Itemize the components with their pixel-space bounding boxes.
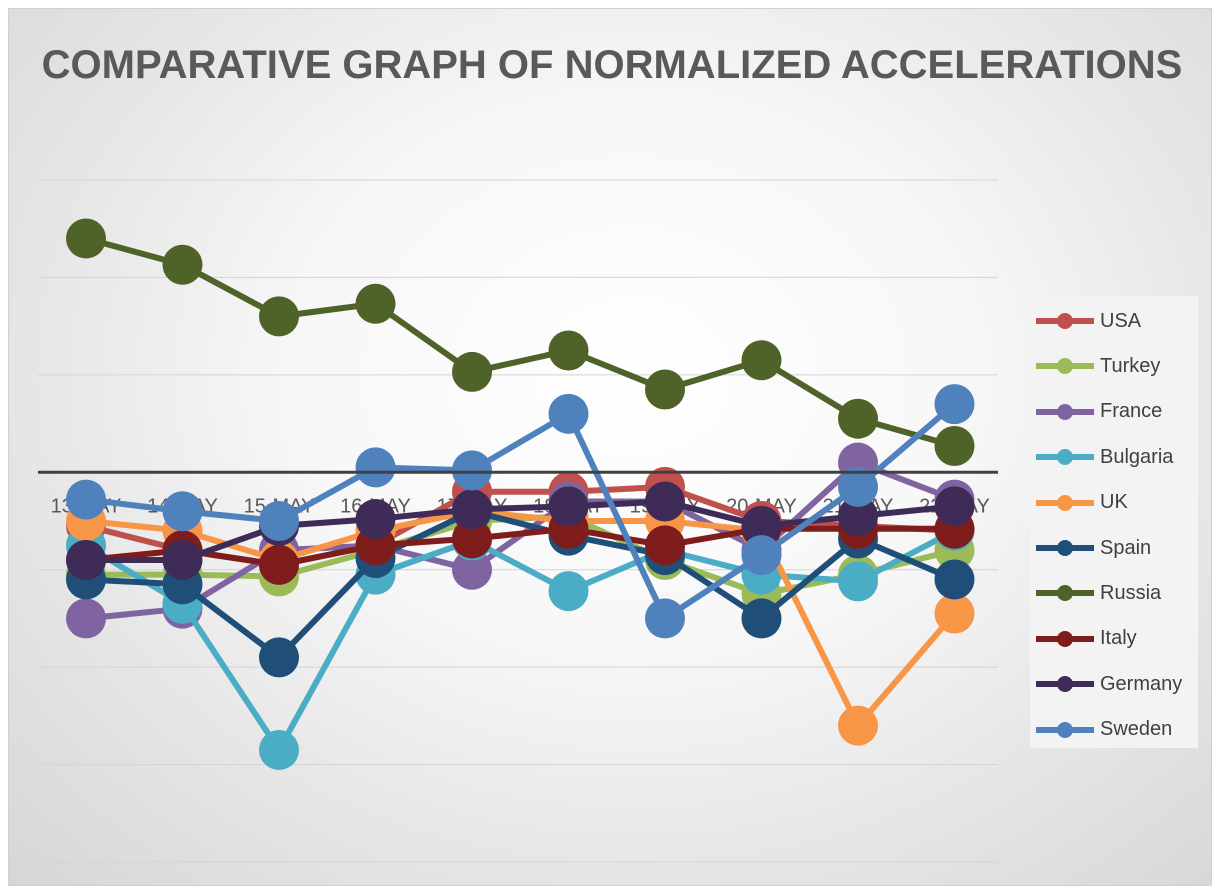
data-point [548,571,589,612]
legend-swatch [1036,449,1094,466]
legend-marker [1057,494,1073,511]
data-point [934,384,975,425]
data-point [548,330,589,371]
data-point [259,729,299,770]
data-point [355,283,396,324]
data-point [838,466,878,507]
legend-label: Italy [1100,627,1137,650]
legend-label: USA [1100,309,1142,332]
legend-label: France [1100,400,1163,423]
data-point [934,593,975,634]
data-point [645,525,685,566]
chart-area [8,8,1212,886]
data-point [259,501,299,541]
data-point [934,425,975,466]
data-point [741,535,782,576]
data-point [838,705,878,746]
legend-item: Spain [1034,533,1151,563]
legend-item: Sweden [1034,715,1172,745]
data-point [452,549,492,590]
data-point [838,398,878,439]
legend-label: Russia [1100,581,1162,604]
data-point [66,598,106,639]
legend-swatch [1036,540,1094,556]
data-point [934,486,975,527]
legend-swatch [1036,630,1094,647]
data-point [548,393,589,434]
legend-marker [1057,585,1073,602]
legend-label: Sweden [1100,718,1173,741]
legend-item: Italy [1034,624,1137,654]
legend-swatch [1036,313,1094,329]
legend-item: Bulgaria [1034,442,1173,472]
data-point [838,561,878,602]
legend-label: UK [1100,491,1128,514]
data-point [355,499,396,540]
data-point [162,244,203,285]
data-point [66,479,106,520]
legend-item: Germany [1034,669,1182,699]
series-sweden [66,384,975,639]
legend-marker [1057,449,1073,466]
legend-item: France [1034,397,1162,427]
series-line [85,401,957,622]
data-point [259,296,299,337]
data-point [645,369,685,410]
data-point [66,218,106,259]
legend-label: Turkey [1100,354,1161,377]
chart-title: COMPARATIVE GRAPH OF NORMALIZED ACCELERA… [41,43,1183,87]
legend-label: Spain [1100,536,1152,559]
data-point [838,496,878,537]
legend-marker [1057,676,1073,693]
legend-item: Russia [1034,578,1161,608]
data-point [741,598,782,639]
legend-marker [1057,403,1073,420]
series-line [85,525,955,568]
data-point [452,450,492,491]
legend-item: USA [1034,306,1141,336]
legend-swatch [1036,676,1094,693]
legend-swatch [1036,403,1094,420]
legend-swatch [1036,721,1094,738]
data-point [741,340,782,381]
data-point [452,518,492,559]
data-point [259,544,299,585]
legend-marker [1057,358,1073,375]
legend-marker [1057,540,1073,556]
legend-swatch [1036,358,1094,375]
data-point [934,559,975,600]
series-line [85,508,957,729]
legend-item: Turkey [1034,351,1160,381]
data-point [452,351,492,392]
data-point [645,481,685,522]
legend-swatch [1036,585,1094,602]
legend-marker [1057,313,1073,329]
data-point [162,491,203,532]
data-point [548,486,589,527]
legend-marker [1057,721,1073,738]
legend: USA Turkey France Bulgaria UK Spain Russia Ital… [1030,296,1198,748]
legend-item: UK [1034,488,1128,518]
legend-label: Germany [1100,672,1183,695]
data-point [259,637,299,678]
series-line [85,235,956,449]
data-point [355,447,396,488]
legend-marker [1057,630,1073,647]
data-point [645,598,685,639]
data-point [741,505,782,546]
data-point [162,539,203,580]
data-point [452,489,492,530]
legend-swatch [1036,494,1094,511]
series-line [85,508,956,661]
legend-label: Bulgaria [1100,445,1174,468]
data-point [66,539,106,580]
series-russia [66,218,975,466]
